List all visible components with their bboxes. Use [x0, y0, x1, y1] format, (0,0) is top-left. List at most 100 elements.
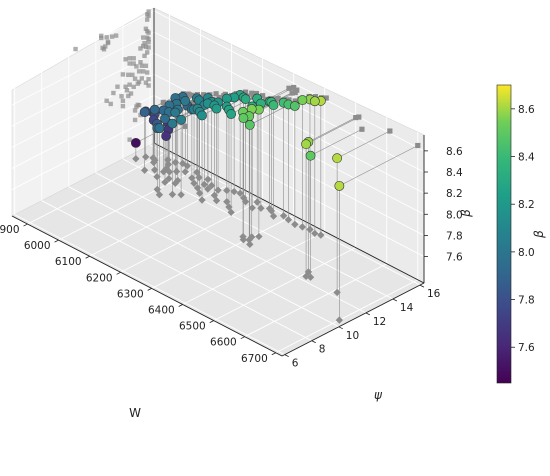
floor-projection-marker: [195, 173, 203, 182]
side-projection-marker: [124, 88, 130, 93]
colorbar-tick-label: 8.2: [518, 199, 535, 211]
side-projection-marker: [138, 60, 143, 65]
wall-projection-marker: [182, 123, 188, 129]
side-projection-marker: [126, 72, 131, 78]
back-projection-line: [305, 116, 359, 145]
side-projection-marker: [123, 57, 128, 62]
x-tick-mark: [147, 288, 152, 291]
floor-projection-marker: [210, 191, 219, 199]
side-projection-marker: [143, 80, 149, 85]
side-projection-marker: [143, 26, 149, 31]
side-projection-marker: [146, 76, 151, 82]
y-tick-mark: [338, 326, 343, 330]
y-tick-mark: [284, 354, 289, 357]
x-tick-label: 6000: [24, 240, 51, 252]
y-tick-mark: [365, 312, 371, 316]
floor-projection-marker: [255, 232, 263, 241]
floor-projection-marker: [193, 168, 201, 176]
side-projection-marker: [100, 45, 105, 51]
back-projection-line: [336, 130, 390, 159]
side-projection-marker: [139, 63, 145, 68]
wall-projection-marker: [286, 85, 292, 91]
side-projection-marker: [136, 79, 142, 85]
data-point: [197, 110, 207, 121]
floor-projection-marker: [132, 155, 140, 163]
colorbar-tick-label: 8.6: [518, 104, 535, 116]
side-projection-marker: [132, 117, 138, 123]
x-tick-label: 6700: [241, 353, 268, 365]
side-projection-marker: [145, 29, 150, 34]
wall-projection-marker: [253, 90, 260, 97]
grid-line-z: [153, 52, 425, 194]
z-tick-label: 7.8: [446, 230, 463, 242]
y-tick-label: 14: [400, 302, 414, 314]
floor-projection-marker: [183, 162, 192, 170]
floor-projection-marker: [306, 273, 315, 281]
floor-projection-marker: [198, 196, 206, 204]
grid-line-x: [182, 231, 325, 305]
side-projection-marker: [146, 45, 151, 50]
floor-projection-marker: [200, 180, 208, 189]
data-point: [211, 103, 222, 114]
grid-line-x: [244, 263, 387, 338]
back-projection-line: [339, 145, 418, 187]
floor-projection-marker: [333, 288, 341, 297]
grid-line-y: [95, 172, 367, 314]
data-point: [268, 100, 279, 111]
colorbar-tick-label: 8.4: [518, 152, 535, 164]
floor-projection-marker: [291, 220, 299, 229]
side-projection-marker: [115, 84, 120, 89]
data-point: [297, 95, 308, 105]
side-projection-marker: [113, 33, 119, 38]
x-tick-label: 6400: [148, 305, 175, 317]
wall-projection-marker: [249, 90, 255, 96]
side-projection-marker: [134, 64, 139, 69]
x-axis-line: [11, 215, 283, 357]
side-projection-marker: [128, 91, 134, 96]
side-projection-marker: [127, 61, 132, 66]
side-projection-marker: [145, 35, 150, 40]
side-projection-marker: [126, 93, 131, 99]
x-tick-mark: [271, 352, 276, 356]
side-projection-marker: [145, 70, 150, 75]
z-tick-label: 8.2: [446, 188, 463, 200]
side-projection-marker: [140, 35, 146, 40]
floor-projection-marker: [236, 189, 244, 197]
data-point: [240, 94, 251, 105]
grid-line-x: [120, 198, 263, 273]
grid-line-z: [11, 10, 155, 85]
side-projection-marker: [146, 9, 151, 14]
wall-projection-marker: [213, 91, 219, 97]
side-projection-marker: [138, 112, 143, 118]
grid-line-x: [89, 182, 232, 257]
wall-projection-marker: [289, 90, 295, 96]
data-marks: [73, 9, 421, 324]
wall-projection-marker: [201, 92, 207, 98]
side-projection-marker: [105, 39, 111, 45]
y-ticks: 6 8 10 12 14 16: [284, 284, 441, 370]
x-tick-mark: [54, 239, 59, 243]
y-tick-label: 12: [373, 316, 386, 328]
data-point: [238, 113, 249, 123]
side-projection-marker: [127, 82, 132, 87]
x-ticks: 5900 6000 6100 6200 6300 6400 6500 6600 6700: [0, 223, 276, 365]
side-projection-marker: [138, 46, 143, 51]
data-point: [130, 137, 141, 148]
wall-projection-marker: [260, 93, 266, 99]
data-point: [149, 104, 160, 115]
y-tick-mark: [419, 284, 425, 288]
side-projection-marker: [146, 83, 151, 88]
side-projection-marker: [131, 61, 136, 66]
side-projection-marker: [130, 72, 135, 78]
wall-projection-marker: [187, 92, 193, 98]
wall-projection-marker: [292, 98, 298, 104]
side-projection-marker: [132, 76, 138, 81]
grid-line-z: [153, 10, 425, 152]
side-projection-marker: [73, 46, 78, 52]
grid-line-y: [14, 214, 285, 356]
data-point: [160, 113, 170, 124]
floor-projection-marker: [153, 185, 161, 194]
side-projection-marker: [120, 98, 126, 104]
side-projection-marker: [104, 98, 109, 103]
back-projection-line: [308, 117, 356, 143]
